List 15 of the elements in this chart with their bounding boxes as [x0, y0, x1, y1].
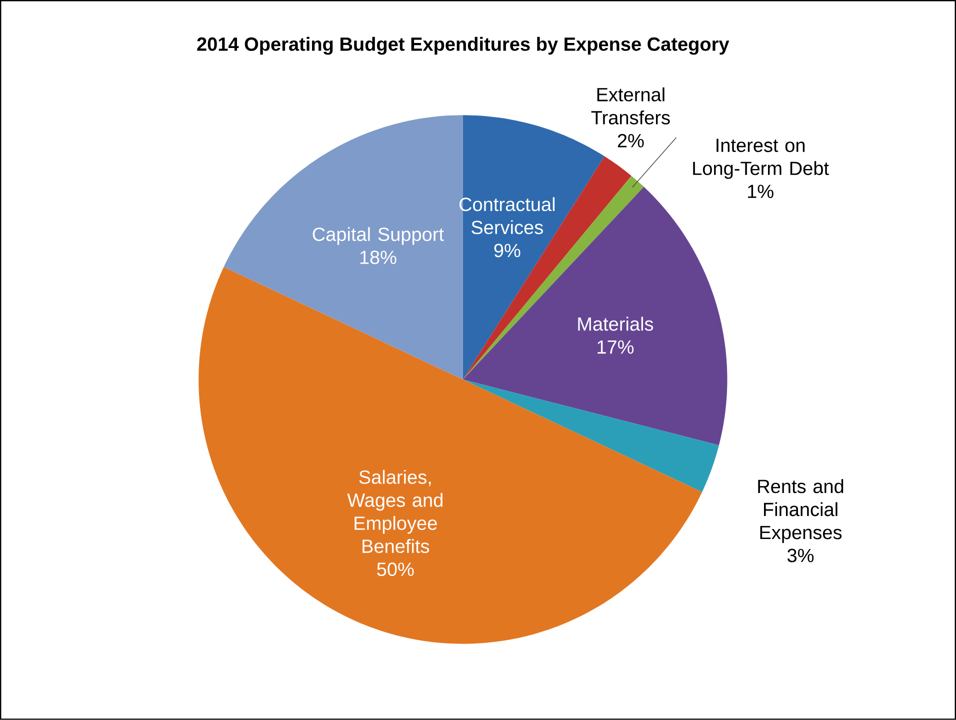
- data-label: 18%: [360, 250, 396, 264]
- slice-label: Contractual Services: [459, 197, 555, 234]
- data-label: 17%: [598, 340, 634, 354]
- slice-label: Salaries, Wages and Employee Benefits: [347, 470, 442, 554]
- slice-label: Rents and Financial Expenses: [758, 479, 844, 544]
- slice-label: Interest on Long-Term Debt: [693, 138, 829, 179]
- data-label: 9%: [494, 244, 520, 258]
- slice-label: Capital Support: [312, 227, 444, 245]
- data-label: 3%: [787, 548, 814, 562]
- slice-label: Materials: [578, 316, 654, 331]
- data-label: 50%: [377, 562, 414, 576]
- slice-label: External Transfers: [591, 88, 670, 125]
- data-label: 2%: [618, 134, 644, 148]
- data-label: 1%: [748, 184, 774, 198]
- chart-title: 2014 Operating Budget Expenditures by Expense Category: [197, 37, 730, 55]
